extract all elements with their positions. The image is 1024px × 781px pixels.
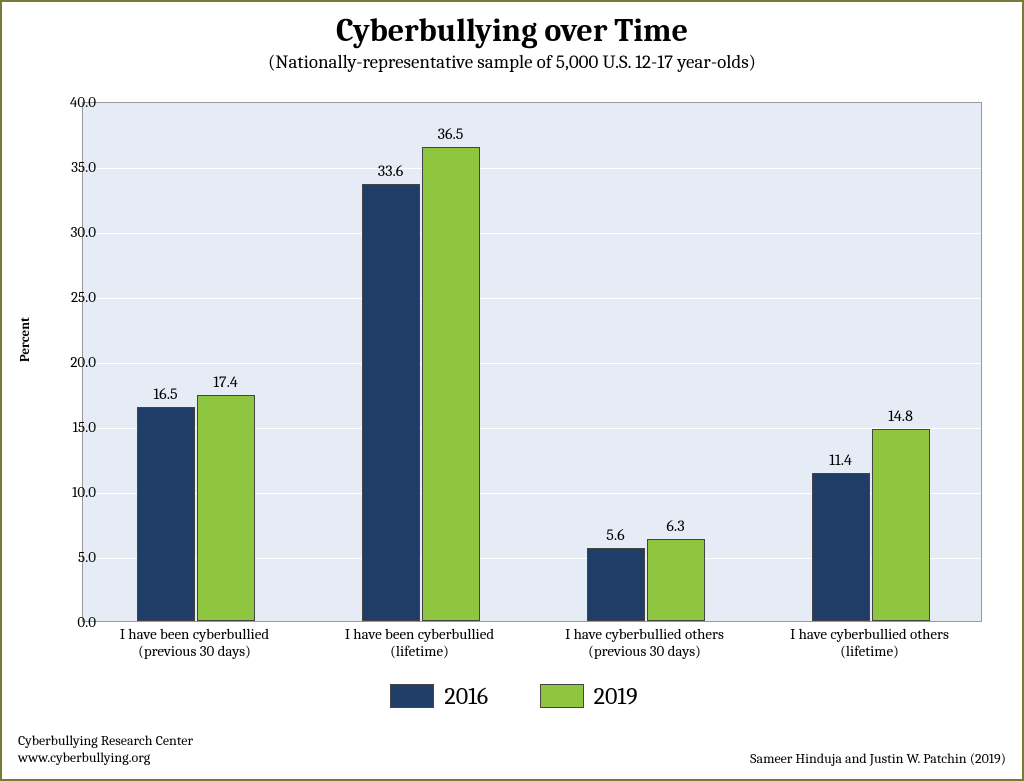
plot-area: 16.5 17.4 33.6 36.5 5.6 6.3 11.4 14.8 xyxy=(82,102,982,622)
bar xyxy=(362,184,420,621)
bar-value-label: 6.3 xyxy=(666,517,684,535)
chart-subtitle: (Nationally-representative sample of 5,0… xyxy=(2,51,1022,73)
bar-value-label: 17.4 xyxy=(213,373,237,391)
gridline xyxy=(83,233,981,234)
legend-item-2016: 2016 xyxy=(390,682,488,710)
ytick-label: 20.0 xyxy=(36,353,96,371)
legend-swatch-2019 xyxy=(540,684,584,708)
ytick-label: 10.0 xyxy=(36,483,96,501)
x-category-label: I have cyberbullied others(previous 30 d… xyxy=(545,626,745,661)
footer-org: Cyberbullying Research Center xyxy=(18,733,193,750)
legend-label-2019: 2019 xyxy=(594,682,638,710)
bar xyxy=(587,548,645,621)
footer-left: Cyberbullying Research Center www.cyberb… xyxy=(18,733,193,767)
legend-label-2016: 2016 xyxy=(444,682,488,710)
footer-right: Sameer Hinduja and Justin W. Patchin (20… xyxy=(750,750,1006,767)
footer-url: www.cyberbullying.org xyxy=(18,750,193,767)
bar-value-label: 16.5 xyxy=(153,385,177,403)
bar xyxy=(197,395,255,621)
ytick-label: 15.0 xyxy=(36,418,96,436)
legend-item-2019: 2019 xyxy=(540,682,638,710)
ytick-label: 25.0 xyxy=(36,288,96,306)
gridline xyxy=(83,168,981,169)
ytick-label: 0.0 xyxy=(36,613,96,631)
bar xyxy=(872,429,930,621)
bar-value-label: 36.5 xyxy=(438,125,464,143)
chart-frame: Cyberbullying over Time (Nationally-repr… xyxy=(0,0,1024,781)
bar xyxy=(422,147,480,622)
x-category-label: I have been cyberbullied(lifetime) xyxy=(320,626,520,661)
legend: 2016 2019 xyxy=(2,682,1024,712)
y-axis-label: Percent xyxy=(18,317,33,362)
ytick-label: 35.0 xyxy=(36,158,96,176)
bar xyxy=(647,539,705,621)
bar-value-label: 5.6 xyxy=(606,526,624,544)
gridline xyxy=(83,363,981,364)
bar-value-label: 14.8 xyxy=(888,407,913,425)
gridline xyxy=(83,298,981,299)
bar xyxy=(137,407,195,622)
ytick-label: 30.0 xyxy=(36,223,96,241)
bar-value-label: 33.6 xyxy=(378,162,404,180)
legend-swatch-2016 xyxy=(390,684,434,708)
x-category-label: I have cyberbullied others(lifetime) xyxy=(770,626,970,661)
chart-title: Cyberbullying over Time xyxy=(2,12,1022,49)
bar xyxy=(812,473,870,621)
ytick-label: 5.0 xyxy=(36,548,96,566)
bar-value-label: 11.4 xyxy=(829,451,852,469)
x-category-label: I have been cyberbullied(previous 30 day… xyxy=(95,626,295,661)
ytick-label: 40.0 xyxy=(36,93,96,111)
